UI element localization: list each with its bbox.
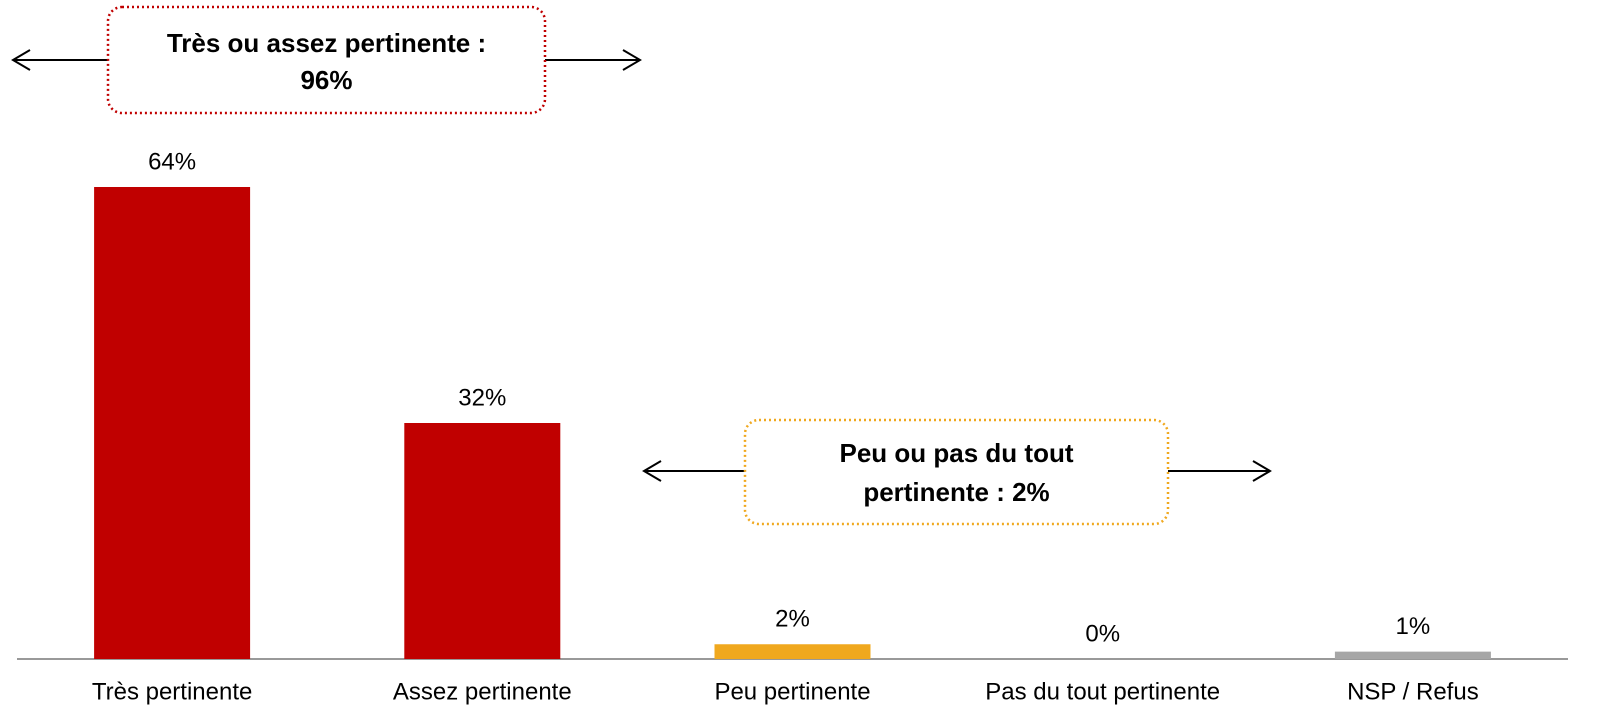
x-tick-label: Très pertinente — [92, 678, 253, 705]
value-label: 64% — [148, 148, 196, 175]
arrows — [11, 49, 1272, 482]
x-tick-label: NSP / Refus — [1347, 678, 1479, 705]
value-label: 32% — [458, 384, 506, 411]
bar — [94, 187, 251, 659]
value-label: 0% — [1085, 620, 1120, 647]
x-tick-label: Pas du tout pertinente — [985, 678, 1220, 705]
bar — [1334, 651, 1491, 659]
annotation-text: Peu ou pas du tout — [840, 438, 1074, 468]
bar — [404, 423, 561, 659]
bar — [714, 644, 871, 659]
x-tick-label: Assez pertinente — [393, 678, 572, 705]
x-tick-label: Peu pertinente — [714, 678, 870, 705]
value-label: 1% — [1396, 613, 1431, 640]
annotation-box — [743, 418, 1170, 526]
annotation-text: pertinente : 2% — [863, 477, 1049, 507]
value-label: 2% — [775, 606, 810, 633]
annotation-text: 96% — [300, 65, 352, 95]
annotation-box — [106, 5, 547, 115]
annotation-text: Très ou assez pertinente : — [167, 28, 486, 58]
